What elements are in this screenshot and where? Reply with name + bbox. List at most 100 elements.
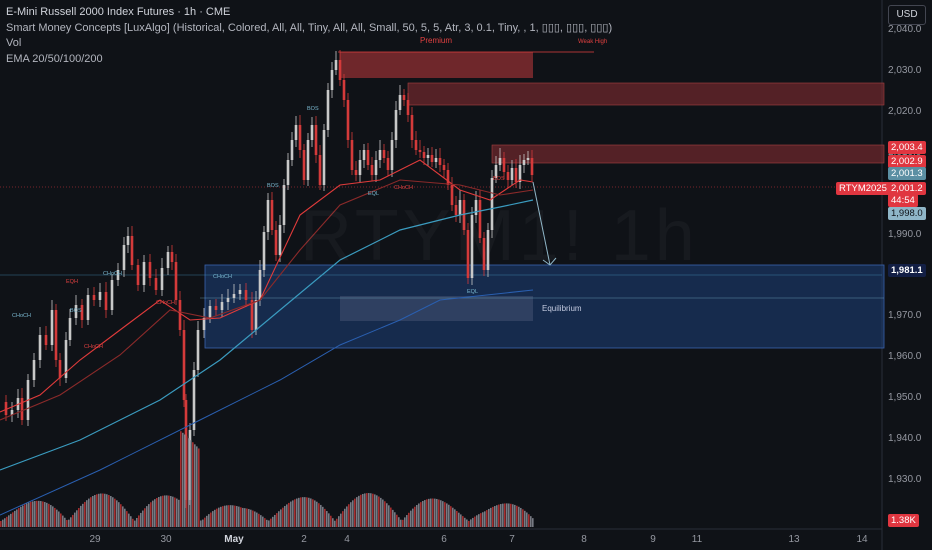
volume-bar (508, 503, 510, 527)
volume-bar (56, 509, 58, 527)
volume-bar (488, 508, 490, 527)
candle-body (10, 410, 14, 415)
volume-bar (394, 512, 396, 527)
equilibrium-label: Equilibrium (542, 304, 582, 313)
volume-bar (512, 504, 514, 527)
volume-bar (178, 499, 180, 527)
volume-bar (262, 516, 264, 527)
volume-bar (504, 503, 506, 527)
equilibrium-zone (340, 296, 533, 321)
candle-body (438, 158, 442, 165)
premium-label: Premium (420, 36, 453, 45)
volume-bar (252, 510, 254, 527)
volume-bar (222, 506, 224, 527)
choch-annotation: CHoCH (103, 271, 122, 277)
candle-body (482, 238, 486, 270)
volume-bar (426, 499, 428, 527)
ema-100-line (0, 199, 534, 471)
volume-bar (292, 500, 294, 527)
candle-body (282, 185, 286, 225)
premium-zone (340, 52, 533, 78)
volume-bar (410, 510, 412, 527)
volume-bar (110, 496, 112, 527)
volume-bar (118, 502, 120, 527)
candle-body (498, 158, 502, 165)
volume-bar (26, 503, 28, 527)
volume-bar (496, 505, 498, 527)
volume-bar (14, 510, 16, 527)
volume-bar (42, 501, 44, 527)
volume-bar (176, 498, 178, 527)
symbol-badge: RTYM2025 (836, 182, 890, 195)
volume-bar (8, 515, 10, 527)
indicator-ema-label[interactable]: EMA 20/50/100/200 (6, 52, 103, 65)
ema-20-line (0, 159, 534, 413)
volume-bar (204, 517, 206, 527)
time-tick-label: 8 (581, 534, 587, 545)
volume-bar (380, 497, 382, 527)
eql-annotation: EQL (467, 289, 479, 295)
volume-bar (106, 494, 108, 527)
candle-body (154, 278, 158, 290)
candle-body (418, 150, 422, 152)
choch-annotation: CHoCH (213, 274, 232, 280)
volume-bar (378, 496, 380, 527)
volume-bar (180, 431, 182, 527)
volume-bar (304, 497, 306, 527)
candle-body (64, 340, 68, 378)
volume-bar (310, 498, 312, 527)
volume-bar (224, 505, 226, 527)
volume-bar (168, 495, 170, 527)
indicator-smc-label[interactable]: Smart Money Concepts [LuxAlgo] (Historic… (6, 21, 613, 34)
volume-bar (348, 504, 350, 527)
volume-bar (190, 440, 192, 527)
volume-bar (288, 502, 290, 527)
volume-bar (386, 503, 388, 527)
time-tick-label: 2 (301, 534, 307, 545)
candle-body (374, 160, 378, 175)
volume-bar (150, 502, 152, 527)
chart-legend: E-Mini Russell 2000 Index Futures · 1h ·… (6, 5, 612, 67)
candle-body (530, 158, 534, 175)
candle-body (466, 230, 470, 278)
volume-bar (40, 501, 42, 527)
indicator-volume-label[interactable]: Vol (6, 37, 22, 49)
volume-bar (530, 516, 532, 527)
candle-body (58, 360, 62, 378)
volume-bar (144, 508, 146, 527)
volume-bar (102, 493, 104, 527)
weak-high-label: Weak High (578, 39, 608, 45)
volume-bar (466, 519, 468, 527)
price-tick-label: 1,990.0 (888, 229, 922, 240)
volume-bar (278, 511, 280, 527)
volume-bar (316, 501, 318, 527)
candle-body (454, 205, 458, 215)
volume-bar (398, 517, 400, 527)
candle-body (390, 140, 394, 170)
candle-body (208, 306, 212, 318)
volume-bar (138, 515, 140, 527)
volume-bar (248, 509, 250, 527)
time-tick-label: 29 (89, 534, 101, 545)
currency-button[interactable]: USD (888, 5, 926, 25)
volume-bar (356, 497, 358, 527)
volume-bar (404, 517, 406, 527)
volume-bar (68, 519, 70, 527)
volume-bar (354, 498, 356, 527)
volume-bar (228, 505, 230, 527)
time-tick-label: 30 (160, 534, 172, 545)
volume-bar (38, 500, 40, 527)
candle-body (244, 290, 248, 300)
symbol-title[interactable]: E-Mini Russell 2000 Index Futures · 1h ·… (6, 6, 231, 18)
volume-bar (338, 516, 340, 527)
volume-bar (216, 508, 218, 527)
volume-bar (412, 508, 414, 527)
candle-body (462, 200, 466, 230)
volume-bar (250, 509, 252, 527)
volume-bar (162, 495, 164, 527)
volume-bar (486, 510, 488, 527)
volume-bar (352, 500, 354, 527)
volume-bar (174, 497, 176, 527)
